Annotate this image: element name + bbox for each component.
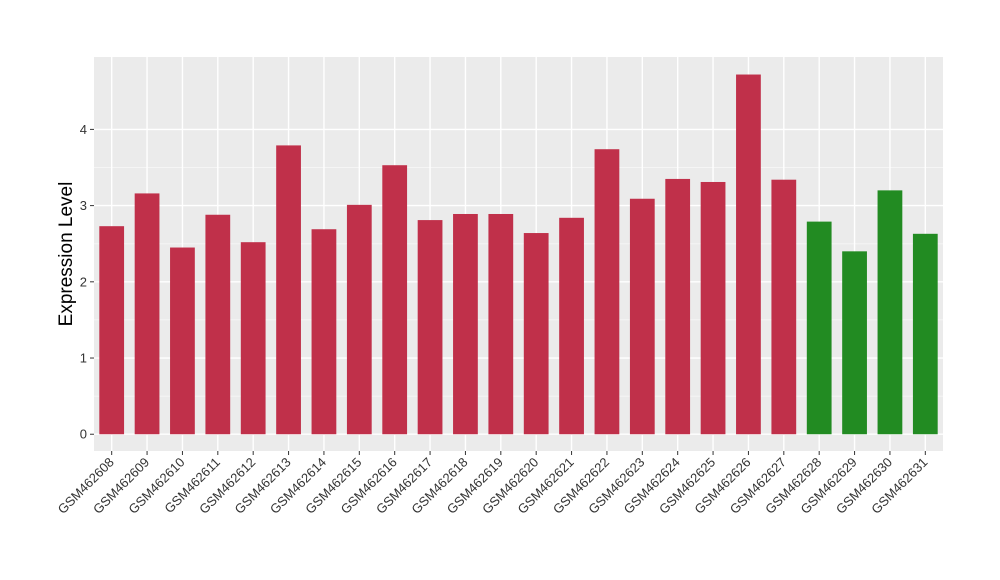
bar — [134, 193, 160, 435]
y-tick-label: 0 — [80, 427, 87, 442]
plot-panel — [94, 57, 943, 451]
bar — [453, 213, 478, 435]
bar — [700, 181, 726, 435]
bar — [806, 221, 832, 435]
bar — [346, 204, 372, 435]
bar — [311, 229, 337, 435]
bar — [771, 179, 797, 435]
y-tick-label: 3 — [80, 198, 87, 213]
y-tick-label: 2 — [80, 274, 87, 289]
bar — [594, 149, 620, 435]
bar — [629, 198, 655, 435]
bar — [912, 233, 938, 435]
y-tick-label: 4 — [80, 122, 87, 137]
bar — [736, 74, 761, 435]
x-axis: GSM462608GSM462609GSM462610GSM462611GSM4… — [55, 451, 930, 517]
bar — [523, 233, 549, 435]
bar — [842, 251, 867, 435]
bar — [99, 226, 125, 435]
minor-gridlines — [94, 167, 943, 397]
bar — [240, 242, 266, 435]
bar — [170, 247, 195, 435]
bar — [276, 145, 301, 435]
bar — [417, 220, 443, 435]
bar — [877, 190, 903, 435]
bar — [488, 213, 514, 435]
y-axis: 0 1 2 3 4 — [80, 122, 94, 442]
y-tick-label: 1 — [80, 351, 87, 366]
bar — [205, 214, 231, 435]
bar — [665, 178, 691, 435]
bars — [99, 74, 938, 435]
bar — [559, 217, 584, 435]
bar — [382, 165, 408, 435]
y-axis-title: Expression Level — [56, 182, 77, 327]
